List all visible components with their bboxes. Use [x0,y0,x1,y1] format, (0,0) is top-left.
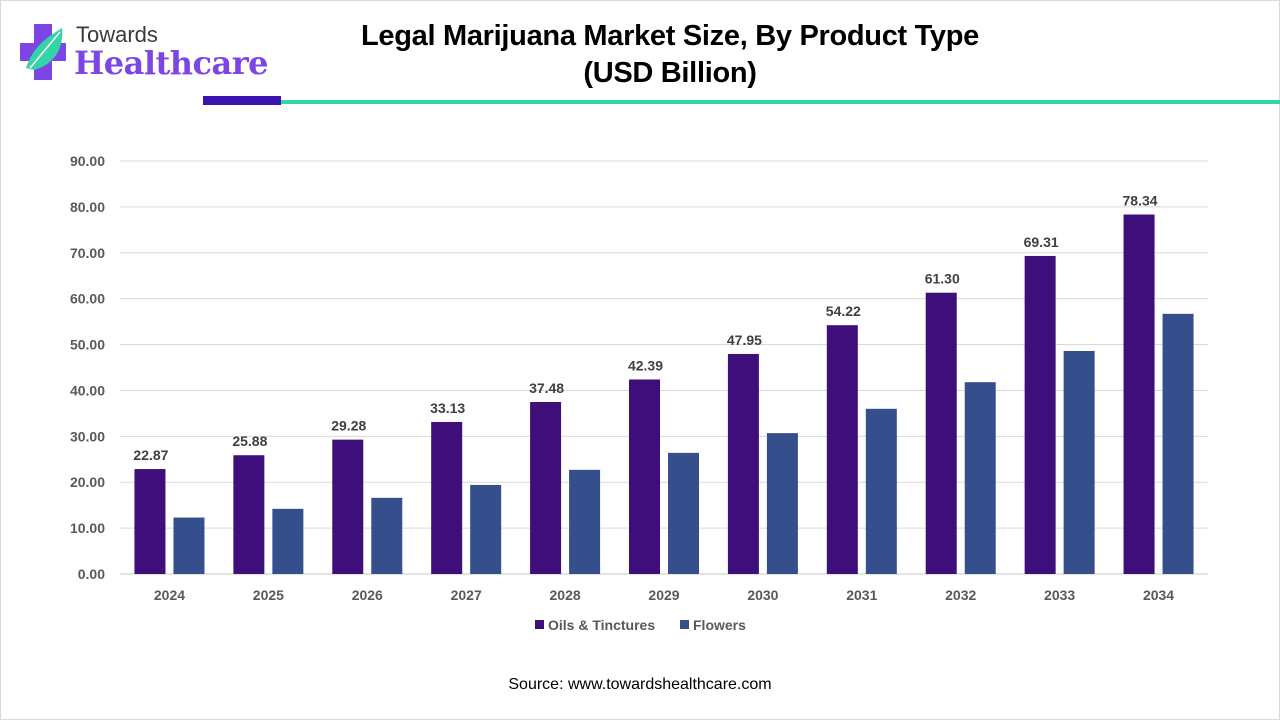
legend-label-oils-tinctures: Oils & Tinctures [548,617,655,633]
bar-flowers-2029 [668,452,699,574]
bar-flowers-2034 [1162,313,1194,574]
data-label: 42.39 [628,357,663,373]
chart-title-line1: Legal Marijuana Market Size, By Product … [361,20,979,52]
data-label: 47.95 [727,332,762,348]
x-tick-label: 2029 [648,587,679,603]
data-label: 22.87 [133,447,168,463]
y-tick-label: 10.00 [70,520,105,536]
bar-flowers-2032 [964,382,996,574]
x-tick-label: 2028 [550,587,581,603]
data-label: 29.28 [331,418,366,434]
medical-cross-leaf-icon [20,24,66,80]
bar-flowers-2033 [1063,350,1095,574]
y-tick-label: 50.00 [70,337,105,353]
data-label: 69.31 [1024,234,1059,250]
bar-oils-tinctures-2031 [826,325,858,574]
data-label: 25.88 [232,433,267,449]
bar-oils-tinctures-2024 [134,469,166,574]
bar-oils-tinctures-2029 [629,379,660,574]
x-tick-label: 2027 [451,587,482,603]
bar-flowers-2028 [569,469,601,574]
title-accent-bar-dark [203,96,281,105]
bar-flowers-2026 [371,497,403,574]
x-tick-label: 2031 [846,587,877,603]
bar-oils-tinctures-2028 [530,402,562,574]
y-tick-label: 90.00 [70,153,105,169]
x-tick-label: 2026 [352,587,383,603]
data-label: 54.22 [826,303,861,319]
y-tick-label: 80.00 [70,199,105,215]
y-tick-label: 30.00 [70,428,105,444]
bar-flowers-2030 [766,433,798,574]
title-accent-line-teal [281,100,1280,104]
x-tick-label: 2032 [945,587,976,603]
bar-oils-tinctures-2026 [332,439,364,574]
y-tick-label: 60.00 [70,291,105,307]
bar-oils-tinctures-2030 [727,353,759,574]
logo-text-towards: Towards [76,22,158,47]
y-tick-label: 20.00 [70,474,105,490]
legend-swatch-oils-tinctures [535,620,544,629]
chart-title: Legal Marijuana Market Size, By Product … [330,18,1010,92]
y-tick-label: 0.00 [78,566,105,582]
x-tick-label: 2024 [154,587,185,603]
x-tick-label: 2030 [747,587,778,603]
bar-oils-tinctures-2032 [925,292,957,574]
bar-oils-tinctures-2034 [1123,214,1155,574]
data-label: 33.13 [430,400,465,416]
chart-title-line2: (USD Billion) [583,57,757,89]
bars [134,214,1194,575]
data-label: 37.48 [529,380,564,396]
bar-flowers-2031 [865,408,897,574]
source-note: Source: www.towardshealthcare.com [508,676,772,693]
x-axis-ticks: 2024 2025 2026 2027 2028 2029 2030 2031 2032 2033… [154,587,1174,603]
brand-logo: Towards Healthcare [20,22,268,82]
bar-flowers-2027 [470,484,502,574]
logo-text-healthcare: Healthcare [74,44,268,82]
bar-flowers-2025 [272,508,304,574]
legend-swatch-flowers [680,620,689,629]
x-tick-label: 2025 [253,587,284,603]
legend-label-flowers: Flowers [693,617,746,633]
x-tick-label: 2033 [1044,587,1075,603]
bar-flowers-2024 [173,517,205,574]
bar-oils-tinctures-2025 [233,455,265,574]
legend: Oils & Tinctures Flowers [535,617,746,633]
data-label: 61.30 [925,271,960,287]
data-labels: 22.87 25.88 29.28 33.13 37.48 42.39 47.95 54.22… [133,193,1157,464]
bar-oils-tinctures-2027 [431,421,463,574]
y-tick-label: 70.00 [70,245,105,261]
data-label: 78.34 [1123,193,1158,209]
x-tick-label: 2034 [1143,587,1174,603]
y-axis-ticks: 0.00 10.00 20.00 30.00 40.00 50.00 60.00 70.00 8… [70,153,105,582]
y-tick-label: 40.00 [70,382,105,398]
bar-oils-tinctures-2033 [1024,255,1056,575]
